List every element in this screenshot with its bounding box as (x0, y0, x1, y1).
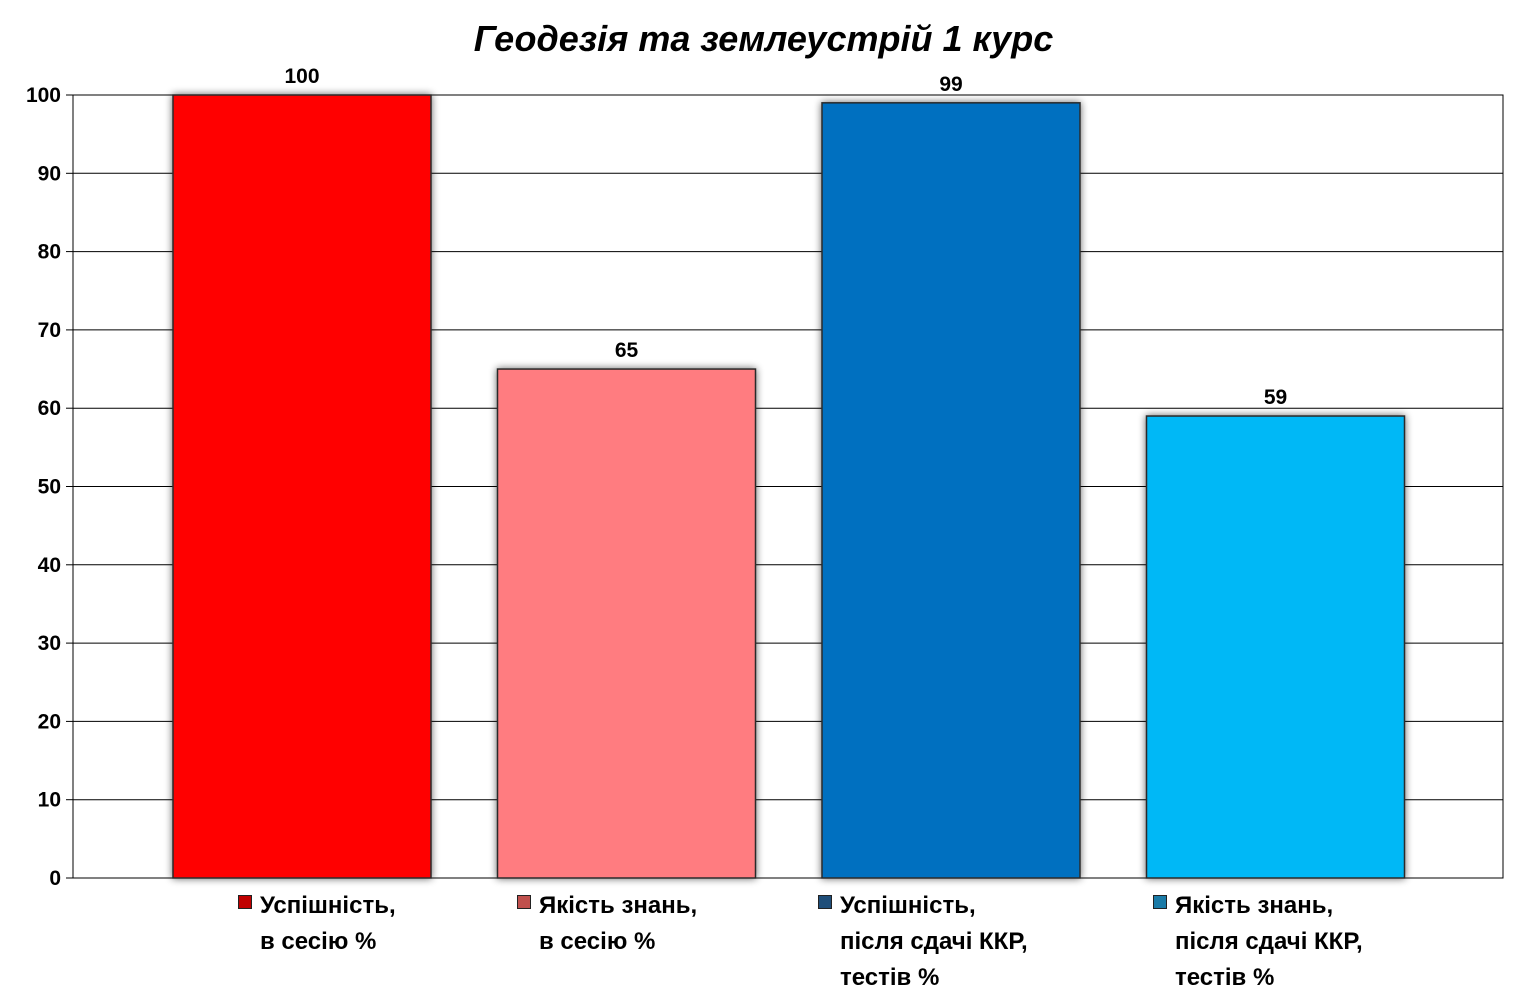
legend-swatch (238, 895, 252, 909)
y-tick-label: 60 (38, 397, 61, 420)
y-tick-label: 0 (49, 867, 61, 890)
bar (821, 102, 1081, 879)
y-tick-label: 10 (38, 789, 61, 812)
legend-item: Успішність, після сдачі ККР, тестів % (818, 888, 1028, 996)
chart-title: Геодезія та землеустрій 1 курс (473, 18, 1054, 59)
y-tick-label: 100 (26, 84, 61, 107)
y-tick-label: 70 (38, 319, 61, 342)
legend-label: Якість знань, після сдачі ККР, тестів % (1175, 892, 1363, 991)
y-tick-label: 20 (38, 710, 61, 733)
bar (1145, 415, 1406, 879)
legend-label: Якість знань, в сесію % (539, 892, 698, 955)
legend-label: Успішність, в сесію % (260, 892, 396, 955)
data-label: 59 (1264, 386, 1287, 409)
y-tick-label: 90 (38, 162, 61, 185)
y-tick-label: 80 (38, 241, 61, 264)
data-label: 100 (284, 65, 319, 88)
legend-swatch (517, 895, 531, 909)
data-label: 65 (615, 339, 639, 362)
data-labels: 100 65 99 59 (284, 65, 1287, 409)
legend-item: Успішність, в сесію % (238, 888, 396, 960)
y-tick-label: 50 (38, 476, 61, 499)
y-axis-ticks: 0 10 20 30 40 50 60 70 80 90 100 (26, 84, 73, 890)
bar (496, 368, 757, 879)
bar (172, 94, 432, 879)
data-label: 99 (939, 73, 962, 96)
bars (172, 94, 1406, 879)
y-tick-label: 30 (38, 632, 61, 655)
legend-item: Якість знань, після сдачі ККР, тестів % (1153, 888, 1363, 996)
legend-swatch (1153, 895, 1167, 909)
legend-swatch (818, 895, 832, 909)
y-tick-label: 40 (38, 554, 61, 577)
legend-item: Якість знань, в сесію % (517, 888, 697, 960)
legend-label: Успішність, після сдачі ККР, тестів % (840, 892, 1028, 991)
